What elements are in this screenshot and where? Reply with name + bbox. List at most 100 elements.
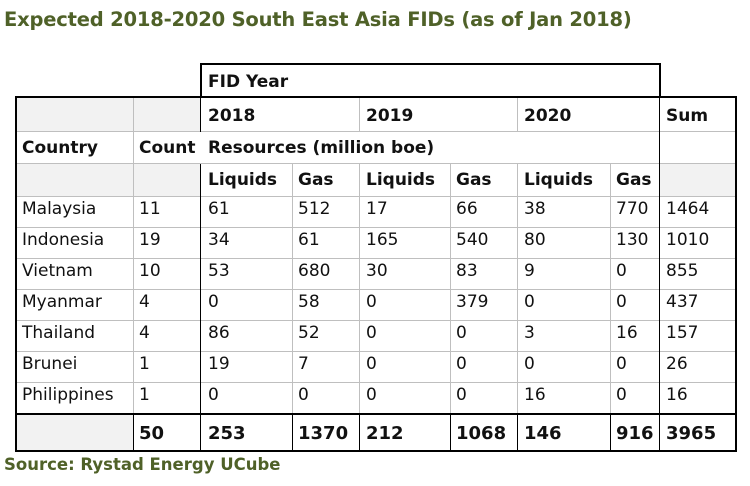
gas-2019-cell: 379 [456, 292, 489, 312]
liquids-2020-cell: 0 [524, 354, 535, 374]
subheader-liquids-2020: Liquids [524, 170, 594, 190]
total-liquids-2018: 253 [208, 423, 246, 444]
border [200, 164, 201, 451]
gridline [17, 289, 736, 290]
gas-2018-cell: 58 [298, 292, 320, 312]
gas-2020-cell: 0 [616, 354, 627, 374]
gridline [133, 97, 134, 414]
liquids-2020-cell: 38 [524, 199, 546, 219]
gas-2018-cell: 512 [298, 199, 331, 219]
gas-2020-cell: 16 [616, 323, 638, 343]
resources-header: Resources (million boe) [208, 138, 435, 158]
liquids-2018-cell: 34 [208, 230, 230, 250]
sum-cell: 16 [666, 385, 688, 405]
total-count: 50 [139, 423, 165, 444]
gridline [359, 97, 360, 131]
sum-cell: 157 [666, 323, 699, 343]
gridline [17, 163, 736, 164]
border [292, 414, 293, 451]
country-cell: Philippines [22, 385, 114, 405]
gridline [517, 97, 518, 131]
gas-2020-cell: 0 [616, 261, 627, 281]
count-cell: 19 [139, 230, 161, 250]
liquids-2018-cell: 53 [208, 261, 230, 281]
total-gas-2018: 1370 [298, 423, 349, 444]
country-cell: Brunei [22, 354, 78, 374]
border [200, 63, 661, 65]
gas-2018-cell: 680 [298, 261, 331, 281]
liquids-2018-cell: 0 [208, 292, 219, 312]
gas-2020-cell: 770 [616, 199, 649, 219]
gas-2019-cell: 83 [456, 261, 478, 281]
border [659, 164, 660, 451]
gridline [17, 131, 736, 132]
gridline [292, 164, 293, 414]
border [659, 97, 660, 164]
total-liquids-2020: 146 [524, 423, 562, 444]
fid-year-header: FID Year [208, 72, 289, 92]
gas-2019-cell: 66 [456, 199, 478, 219]
shade-subheader-left [17, 163, 201, 196]
country-cell: Malaysia [22, 199, 97, 219]
border [15, 96, 17, 452]
gas-2020-cell: 130 [616, 230, 649, 250]
gridline [17, 227, 736, 228]
count-cell: 10 [139, 261, 161, 281]
gridline [17, 351, 736, 352]
sum-cell: 26 [666, 354, 688, 374]
gas-2018-cell: 52 [298, 323, 320, 343]
count-header: Count [139, 138, 196, 158]
subheader-liquids-2019: Liquids [366, 170, 436, 190]
page-title: Expected 2018-2020 South East Asia FIDs … [4, 8, 632, 31]
shade-subheader-right [660, 163, 736, 196]
sum-cell: 855 [666, 261, 699, 281]
border [610, 414, 611, 451]
border [200, 63, 202, 97]
count-cell: 4 [139, 323, 150, 343]
liquids-2019-cell: 0 [366, 323, 377, 343]
border [15, 450, 737, 452]
total-sum: 3965 [666, 423, 717, 444]
subheader-gas-2019: Gas [456, 170, 492, 190]
year-2019-header: 2019 [366, 106, 414, 126]
total-gas-2020: 916 [616, 423, 654, 444]
source-note: Source: Rystad Energy UCube [4, 455, 281, 474]
liquids-2018-cell: 61 [208, 199, 230, 219]
subheader-gas-2018: Gas [298, 170, 334, 190]
liquids-2018-cell: 86 [208, 323, 230, 343]
year-2020-header: 2020 [524, 106, 572, 126]
gridline [17, 196, 736, 197]
liquids-2019-cell: 165 [366, 230, 399, 250]
subheader-liquids-2018: Liquids [208, 170, 278, 190]
gridline [450, 164, 451, 414]
gridline [17, 258, 736, 259]
gridline [517, 164, 518, 414]
liquids-2019-cell: 0 [366, 385, 377, 405]
liquids-2018-cell: 19 [208, 354, 230, 374]
gridline [359, 164, 360, 414]
liquids-2020-cell: 0 [524, 292, 535, 312]
gas-2020-cell: 0 [616, 385, 627, 405]
sum-cell: 1010 [666, 230, 710, 250]
subheader-gas-2020: Gas [616, 170, 652, 190]
sum-cell: 1464 [666, 199, 710, 219]
border [359, 414, 360, 451]
liquids-2019-cell: 0 [366, 292, 377, 312]
border [450, 414, 451, 451]
country-cell: Myanmar [22, 292, 102, 312]
sum-cell: 437 [666, 292, 699, 312]
liquids-2020-cell: 80 [524, 230, 546, 250]
country-cell: Thailand [22, 323, 96, 343]
gas-2019-cell: 0 [456, 385, 467, 405]
shade-total-left [17, 414, 133, 451]
liquids-2019-cell: 30 [366, 261, 388, 281]
gas-2019-cell: 0 [456, 354, 467, 374]
total-liquids-2019: 212 [366, 423, 404, 444]
gridline [17, 382, 736, 383]
gas-2018-cell: 0 [298, 385, 309, 405]
gas-2020-cell: 0 [616, 292, 627, 312]
gas-2018-cell: 7 [298, 354, 309, 374]
total-gas-2019: 1068 [456, 423, 507, 444]
year-2018-header: 2018 [208, 106, 256, 126]
liquids-2020-cell: 16 [524, 385, 546, 405]
